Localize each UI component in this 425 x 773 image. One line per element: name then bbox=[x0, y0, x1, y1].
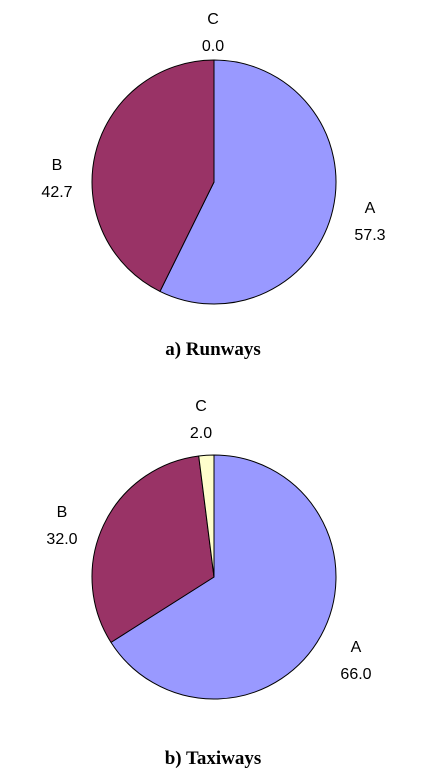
slice-label-b-value: 42.7 bbox=[41, 184, 72, 201]
slice-label-a-name: A bbox=[351, 639, 362, 656]
pie-slice-b bbox=[91, 59, 215, 292]
pie-chart-runways: A 57.3 B 42.7 C 0.0 a) Runways bbox=[41, 11, 385, 360]
slice-label-a-value: 57.3 bbox=[354, 227, 385, 244]
pie-slice-a bbox=[159, 59, 337, 305]
slice-label-b-value: 32.0 bbox=[46, 531, 77, 548]
slice-label-b-name: B bbox=[52, 157, 63, 174]
slice-label-c-name: C bbox=[195, 398, 207, 415]
slice-label-c-name: C bbox=[207, 11, 219, 28]
pie-slice-a bbox=[110, 454, 337, 700]
slice-label-a-name: A bbox=[365, 200, 376, 217]
slice-label-a-value: 66.0 bbox=[340, 666, 371, 683]
pie-slice-b bbox=[91, 455, 215, 643]
pie-slice-c bbox=[198, 454, 215, 578]
pie-chart-taxiways: A 66.0 B 32.0 C 2.0 b) Taxiways bbox=[46, 398, 371, 769]
slice-label-c-value: 0.0 bbox=[202, 38, 224, 55]
slice-label-b-name: B bbox=[57, 504, 68, 521]
chart-caption-taxiways: b) Taxiways bbox=[165, 748, 262, 769]
slice-label-c-value: 2.0 bbox=[190, 425, 212, 442]
chart-caption-runways: a) Runways bbox=[165, 339, 261, 360]
